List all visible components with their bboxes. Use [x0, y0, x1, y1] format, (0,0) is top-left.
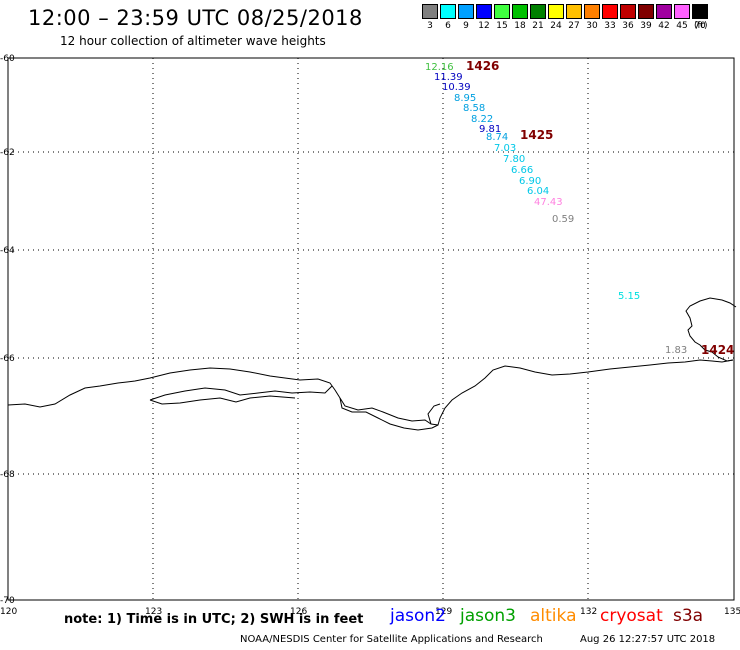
- legend-swatch-36: [620, 4, 636, 19]
- legend-label-30: 30: [586, 21, 598, 31]
- lat-tick-label: -70: [0, 596, 15, 606]
- observation-layer: 12.1611.3910.398.958.588.229.818.747.037…: [425, 62, 687, 356]
- swh-observation: 7.03: [494, 143, 516, 154]
- legend-swatch-24: [548, 4, 564, 19]
- coastline-inlet: [339, 397, 441, 431]
- graticule: [8, 58, 734, 600]
- lat-tick-label: -64: [0, 246, 15, 256]
- swh-observation: 9.81: [479, 124, 501, 135]
- legend-swatch-30: [584, 4, 600, 19]
- legend-label-27: 27: [568, 21, 580, 31]
- coastline: [7, 297, 737, 431]
- legend-label-15: 15: [496, 21, 508, 31]
- swh-observation: 8.22: [471, 114, 493, 125]
- swh-observation: 6.04: [527, 186, 549, 197]
- legend-swatch-70: [692, 4, 708, 19]
- legend-label-12: 12: [478, 21, 490, 31]
- swh-observation: 10.39: [442, 82, 471, 93]
- swh-observation: 8.95: [454, 93, 476, 104]
- lon-tick-label: 132: [580, 607, 597, 617]
- satellite-altika: altika: [530, 606, 577, 626]
- legend-label-24: 24: [550, 21, 562, 31]
- lat-tick-label: -66: [0, 354, 15, 364]
- legend-label-3: 3: [427, 21, 433, 31]
- satellite-cryosat: cryosat: [600, 606, 663, 626]
- coastline-east-peninsula: [685, 297, 737, 362]
- legend-label-18: 18: [514, 21, 526, 31]
- lon-tick-label: 120: [0, 607, 17, 617]
- pass-number-label: 1426: [466, 59, 499, 73]
- footer-credit: NOAA/NESDIS Center for Satellite Applica…: [240, 634, 543, 645]
- legend-label-21: 21: [532, 21, 544, 31]
- legend-swatch-9: [458, 4, 474, 19]
- legend-label-33: 33: [604, 21, 616, 31]
- legend-swatch-21: [530, 4, 546, 19]
- coastline-main: [7, 359, 734, 426]
- coastline-bay-loop: [149, 385, 333, 405]
- swh-observation: 6.66: [511, 165, 533, 176]
- swh-observation: 12.16: [425, 62, 454, 73]
- legend-label-70: 70: [694, 21, 706, 31]
- satellite-jason2: jason2: [390, 606, 446, 626]
- legend-label-6: 6: [445, 21, 451, 31]
- legend-swatch-12: [476, 4, 492, 19]
- legend-swatch-33: [602, 4, 618, 19]
- pass-number-label: 1425: [520, 128, 553, 142]
- map-frame: [7, 57, 735, 601]
- swh-observation: 47.43: [534, 197, 563, 208]
- legend-label-45: 45: [676, 21, 688, 31]
- legend-swatch-6: [440, 4, 456, 19]
- map-title: 12:00 – 23:59 UTC 08/25/2018: [28, 6, 363, 30]
- legend-label-9: 9: [463, 21, 469, 31]
- swh-observation: 1.83: [665, 345, 687, 356]
- legend-swatch-27: [566, 4, 582, 19]
- legend-label-42: 42: [658, 21, 670, 31]
- axis-ticks: 120 123 126 129 132 135 -60 -62 -64 -66 -68 -70: [0, 54, 740, 617]
- map-subtitle: 12 hour collection of altimeter wave hei…: [60, 34, 326, 48]
- swh-observation: 8.74: [486, 132, 508, 143]
- legend-swatch-39: [638, 4, 654, 19]
- legend-swatch-42: [656, 4, 672, 19]
- legend-label-39: 39: [640, 21, 652, 31]
- lon-tick-label: 129: [435, 607, 452, 617]
- pass-label-layer: 1426 1425 1424: [466, 59, 734, 357]
- legend-swatch-45: [674, 4, 690, 19]
- lon-tick-label: 123: [145, 607, 162, 617]
- lat-tick-label: -62: [0, 148, 15, 158]
- legend-swatch-3: [422, 4, 438, 19]
- footer-note: note: 1) Time is in UTC; 2) SWH is in fe…: [64, 612, 364, 627]
- legend-swatch-15: [494, 4, 510, 19]
- pass-number-label: 1424: [701, 343, 734, 357]
- swh-observation: 6.90: [519, 176, 541, 187]
- swh-observation: 11.39: [434, 72, 463, 83]
- lat-tick-label: -60: [0, 54, 15, 64]
- swh-observation: 8.58: [463, 103, 485, 114]
- swh-observation: 7.80: [503, 154, 525, 165]
- lon-tick-label: 126: [290, 607, 307, 617]
- legend-label-36: 36: [622, 21, 634, 31]
- swh-observation: 0.59: [552, 214, 574, 225]
- lat-tick-label: -68: [0, 470, 15, 480]
- legend-unit: (ft): [694, 21, 708, 31]
- lon-tick-label: 135: [724, 607, 740, 617]
- satellite-jason3: jason3: [460, 606, 516, 626]
- legend-swatch-18: [512, 4, 528, 19]
- footer-timestamp: Aug 26 12:27:57 UTC 2018: [580, 634, 716, 645]
- swh-observation: 5.15: [618, 291, 640, 302]
- satellite-s3a: s3a: [673, 606, 704, 626]
